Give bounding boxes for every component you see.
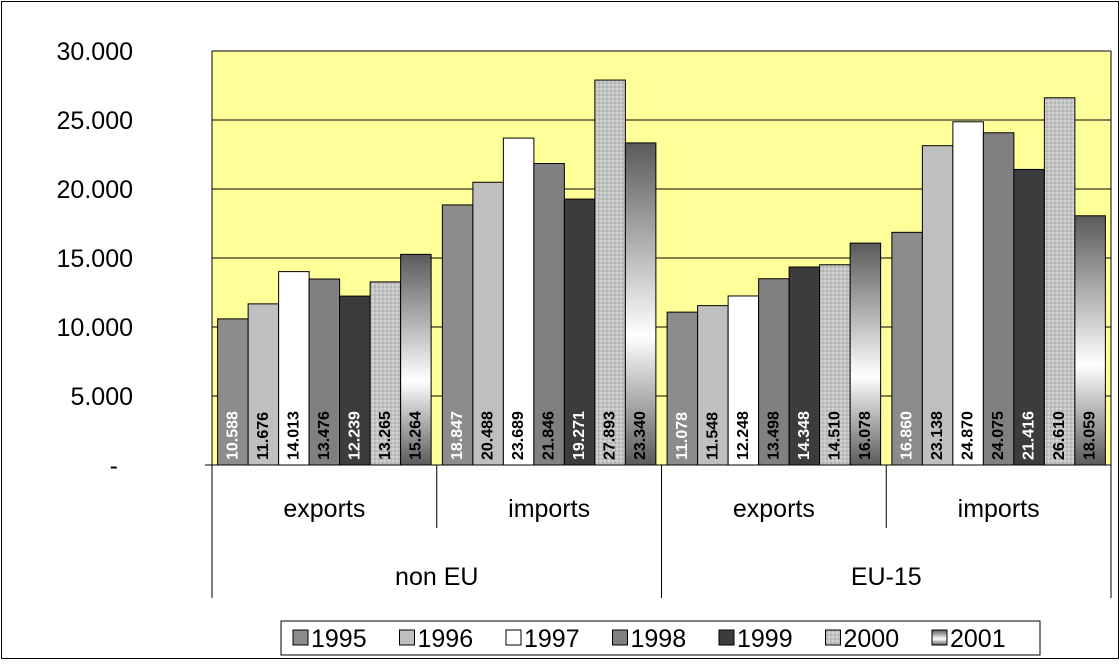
- bar-1996: [472, 181, 504, 466]
- bar-1999: [563, 198, 596, 466]
- legend-label-1997: 1997: [524, 625, 580, 653]
- data-label: 10.588: [224, 411, 241, 460]
- legend-swatch-1996: [399, 629, 415, 646]
- legend-swatch-1995: [292, 629, 309, 646]
- legend-label-1996: 1996: [418, 625, 474, 653]
- legend-swatch-1999: [718, 629, 735, 646]
- legend-swatch-1997: [505, 629, 522, 646]
- data-label: 12.239: [346, 411, 363, 460]
- data-label: 16.078: [857, 411, 874, 460]
- y-tick-label: 10.000: [57, 314, 133, 342]
- bar-1997: [952, 121, 984, 466]
- legend-label-2001: 2001: [950, 625, 1006, 653]
- data-label: 13.265: [377, 411, 394, 460]
- x-tick-label: exports: [733, 495, 815, 523]
- bar-2000: [594, 79, 626, 466]
- bar-2001: [400, 253, 432, 466]
- data-label: 24.870: [960, 411, 977, 460]
- x-group-label: non EU: [395, 563, 478, 591]
- y-tick-label: 5.000: [70, 383, 133, 411]
- bar-1999: [1013, 168, 1045, 466]
- bar-2001: [849, 242, 882, 466]
- data-label: 23.340: [632, 411, 649, 460]
- legend-label-1995: 1995: [311, 625, 367, 653]
- legend-swatch-2000: [825, 629, 841, 646]
- bar-1996: [697, 305, 729, 466]
- bar-1996: [247, 303, 280, 466]
- data-label: 11.078: [674, 412, 691, 460]
- legend-label-1999: 1999: [737, 625, 793, 653]
- data-label: 16.860: [899, 411, 916, 460]
- y-tick-label: 25.000: [57, 107, 133, 135]
- y-tick-label: 20.000: [57, 176, 133, 204]
- bar-2000: [1043, 97, 1076, 466]
- y-tick-label: -: [110, 452, 118, 480]
- data-label: 20.488: [480, 411, 497, 460]
- bar-2001: [624, 142, 657, 466]
- bar-1998: [533, 163, 565, 466]
- data-label: 19.271: [571, 411, 588, 460]
- x-group-label: EU-15: [851, 563, 922, 591]
- data-label: 18.847: [449, 411, 466, 460]
- y-tick-label: 15.000: [57, 245, 133, 273]
- data-label: 11.548: [704, 412, 721, 460]
- x-tick-label: imports: [508, 495, 590, 523]
- data-label: 14.348: [796, 411, 813, 460]
- data-label: 21.416: [1021, 411, 1038, 460]
- data-label: 18.059: [1082, 411, 1099, 460]
- legend-label-2000: 2000: [844, 625, 900, 653]
- data-label: 14.510: [826, 411, 843, 460]
- legend-swatch-1998: [612, 629, 628, 646]
- data-label: 27.893: [602, 411, 619, 460]
- legend-swatch-2001: [931, 629, 948, 646]
- bar-1999: [339, 295, 371, 466]
- data-label: 24.075: [990, 411, 1007, 460]
- bar-2000: [369, 281, 402, 466]
- x-tick-label: imports: [958, 495, 1040, 523]
- bar-1996: [921, 145, 954, 466]
- data-label: 21.846: [541, 411, 558, 460]
- data-label: 13.498: [765, 411, 782, 460]
- data-label: 13.476: [316, 411, 333, 460]
- data-label: 23.138: [929, 411, 946, 460]
- bar-1998: [758, 278, 790, 466]
- x-tick-label: exports: [283, 495, 365, 523]
- data-label: 26.610: [1051, 411, 1068, 460]
- bar-2001: [1074, 215, 1106, 466]
- data-label: 15.264: [407, 411, 424, 460]
- y-tick-label: 30.000: [57, 38, 133, 66]
- legend-label-1998: 1998: [631, 625, 687, 653]
- data-label: 11.676: [255, 412, 272, 460]
- data-label: 12.248: [735, 411, 752, 460]
- data-label: 14.013: [285, 411, 302, 460]
- data-label: 23.689: [510, 411, 527, 460]
- bar-1997: [502, 137, 535, 466]
- bar-1998: [982, 132, 1015, 466]
